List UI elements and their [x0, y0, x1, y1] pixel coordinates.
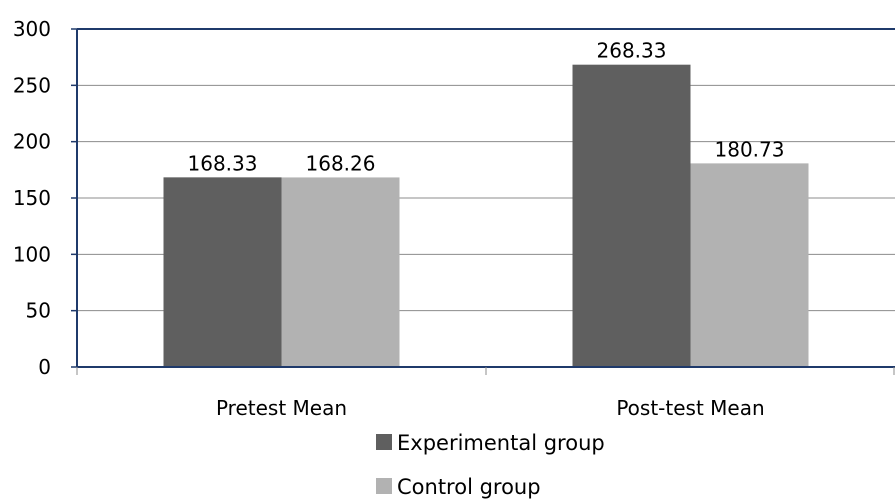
category-label-0: Pretest Mean: [216, 396, 347, 420]
bar-0-1: [572, 64, 691, 368]
y-tick-label-0: 0: [38, 355, 51, 379]
y-tick-label-50: 50: [26, 299, 51, 323]
data-label-0-1: 268.33: [597, 39, 667, 63]
data-label-1-1: 180.73: [715, 137, 785, 161]
y-tick-label-250: 250: [13, 73, 51, 97]
y-tick-label-200: 200: [13, 130, 51, 154]
y-tick-labels: 0 50 100 150 200 250 300: [13, 17, 51, 379]
bar-1-0: [281, 177, 400, 367]
category-label-1: Post-test Mean: [616, 396, 764, 420]
category-labels: Pretest Mean Post-test Mean: [216, 396, 765, 420]
y-tick-label-300: 300: [13, 17, 51, 41]
bars: [163, 64, 809, 368]
data-label-0-0: 168.33: [188, 151, 258, 175]
y-tick-label-150: 150: [13, 186, 51, 210]
legend: Experimental group Control group: [376, 431, 605, 499]
y-tick-label-100: 100: [13, 242, 51, 266]
data-labels: 168.33 168.26 268.33 180.73: [188, 39, 785, 176]
legend-swatch-0: [376, 434, 392, 450]
legend-label-0: Experimental group: [397, 431, 605, 455]
axes: [71, 28, 895, 375]
bar-1-1: [690, 163, 809, 367]
bar-0-0: [163, 177, 282, 367]
legend-swatch-1: [376, 478, 392, 494]
legend-label-1: Control group: [397, 475, 541, 499]
data-label-1-0: 168.26: [306, 151, 376, 175]
